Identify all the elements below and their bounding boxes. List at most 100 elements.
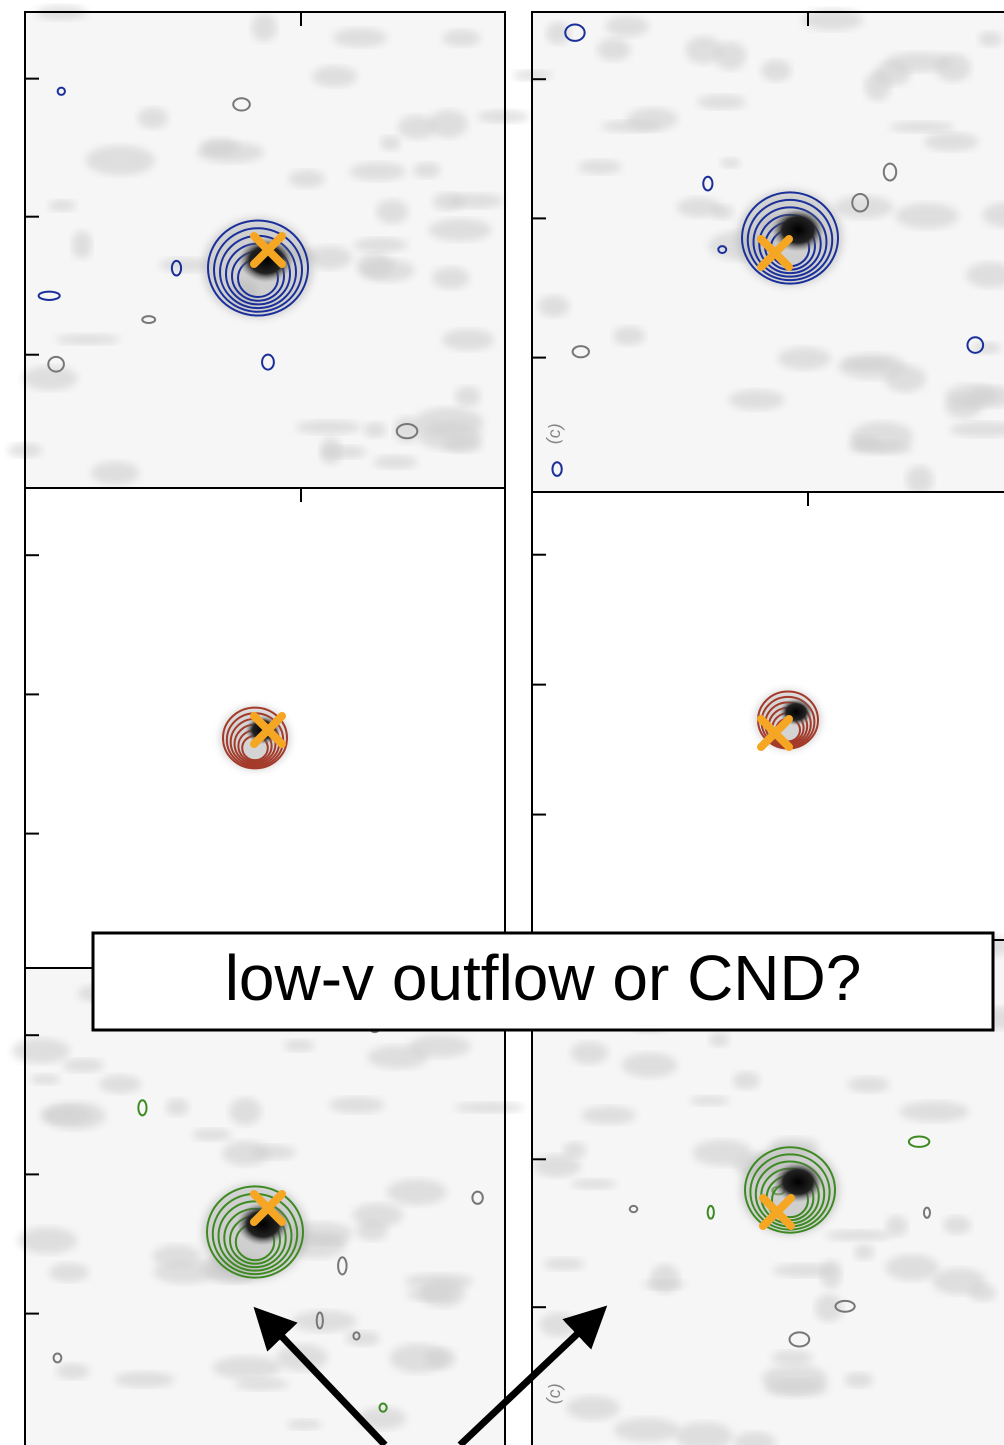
noise-blob: [885, 52, 951, 72]
noise-blob: [571, 1179, 616, 1189]
noise-blob: [533, 1155, 582, 1178]
noise-blob: [433, 193, 465, 211]
figure: (c) low-v outflow or CND? (c): [0, 0, 1004, 1445]
noise-blob: [354, 238, 408, 253]
noise-blob: [538, 296, 569, 318]
noise-blob: [733, 1072, 760, 1090]
noise-blob: [99, 1075, 141, 1094]
panels: [8, 5, 1004, 1445]
noise-blob: [442, 30, 480, 47]
noise-blob: [367, 1045, 428, 1069]
noise-blob: [546, 22, 571, 45]
noise-blob: [376, 199, 408, 224]
noise-blob: [360, 259, 414, 282]
noise-blob: [296, 420, 362, 434]
noise-blob: [978, 31, 1002, 46]
noise-blob: [429, 219, 492, 242]
noise-blob: [364, 422, 387, 437]
noise-blob: [201, 138, 239, 156]
noise-blob: [720, 158, 740, 168]
noise-blob: [613, 326, 645, 345]
noise-blob: [405, 1273, 474, 1289]
noise-blob: [844, 1372, 873, 1388]
noise-blob: [373, 455, 417, 469]
panel-label: (c): [542, 422, 565, 446]
noise-blob: [690, 1096, 729, 1106]
noise-blob: [906, 465, 934, 494]
noise-blob: [306, 1235, 348, 1245]
noise-blob: [284, 1039, 314, 1051]
noise-blob: [854, 1244, 874, 1260]
noise-blob: [454, 1102, 524, 1113]
noise-blob: [12, 1038, 70, 1063]
noise-blob: [138, 107, 168, 128]
noise-blob: [834, 196, 894, 219]
noise-blob: [380, 136, 401, 151]
page: (c)low-v outflow or CND?(c) (() => { con…: [0, 0, 1004, 1445]
annotation-text: low-v outflow or CND?: [225, 942, 862, 1014]
noise-blob: [850, 441, 913, 455]
noise-blob: [307, 246, 352, 270]
noise-blob: [693, 1140, 753, 1166]
noise-blob: [55, 334, 120, 345]
noise-blob: [48, 200, 76, 212]
noise-blob: [614, 1418, 680, 1442]
noise-blob: [287, 1419, 322, 1430]
noise-blob: [40, 1106, 91, 1124]
noise-blob: [477, 110, 529, 123]
noise-blob: [621, 1053, 677, 1078]
noise-blob: [943, 1216, 971, 1234]
noise-blob: [229, 1098, 262, 1126]
source-core: [773, 1162, 823, 1203]
noise-blob: [899, 1101, 969, 1122]
noise-blob: [890, 121, 955, 132]
noise-blob: [234, 1378, 288, 1390]
noise-blob: [414, 407, 484, 436]
noise-blob: [159, 258, 210, 273]
noise-blob: [709, 1033, 729, 1047]
noise-blob: [650, 1264, 679, 1293]
noise-blob: [455, 386, 481, 406]
noise-blob: [72, 231, 92, 259]
noise-blob: [56, 1363, 90, 1379]
noise-blob: [597, 38, 631, 61]
noise-blob: [885, 1254, 939, 1280]
noise-blob: [778, 347, 831, 370]
noise-blob: [251, 13, 277, 41]
noise-blob: [345, 1331, 380, 1346]
noise-blob: [685, 36, 722, 64]
noise-blob: [192, 1128, 232, 1141]
noise-blob: [350, 162, 406, 180]
noise-blob: [387, 1179, 447, 1206]
noise-blob: [352, 1203, 403, 1227]
noise-blob: [844, 358, 894, 370]
noise-blob: [31, 1074, 61, 1084]
noise-blob: [578, 160, 622, 175]
noise-blob: [442, 329, 494, 351]
noise-blob: [924, 133, 978, 152]
noise-blob: [212, 1356, 281, 1379]
panel-label: (c): [542, 1382, 565, 1406]
noise-blob: [166, 1098, 190, 1115]
noise-blob: [432, 267, 470, 289]
noise-blob: [566, 1396, 620, 1420]
noise-blob: [945, 395, 982, 419]
noise-blob: [771, 1350, 813, 1364]
noise-blob: [62, 1058, 104, 1072]
noise-blob: [895, 203, 958, 229]
noise-blob: [429, 110, 468, 138]
noise-blob: [114, 1371, 175, 1387]
noise-blob: [969, 1284, 996, 1302]
noise-blob: [627, 108, 678, 131]
noise-blob: [292, 1311, 357, 1333]
noise-blob: [581, 1106, 636, 1124]
noise-blob: [86, 145, 155, 175]
noise-blob: [251, 1145, 296, 1160]
noise-blob: [697, 95, 746, 110]
noise-blob: [329, 1097, 385, 1113]
noise-blob: [543, 1258, 585, 1271]
noise-blob: [677, 197, 722, 217]
noise-blob: [18, 1227, 77, 1254]
noise-blob: [815, 1294, 843, 1322]
noise-blob: [312, 66, 357, 87]
